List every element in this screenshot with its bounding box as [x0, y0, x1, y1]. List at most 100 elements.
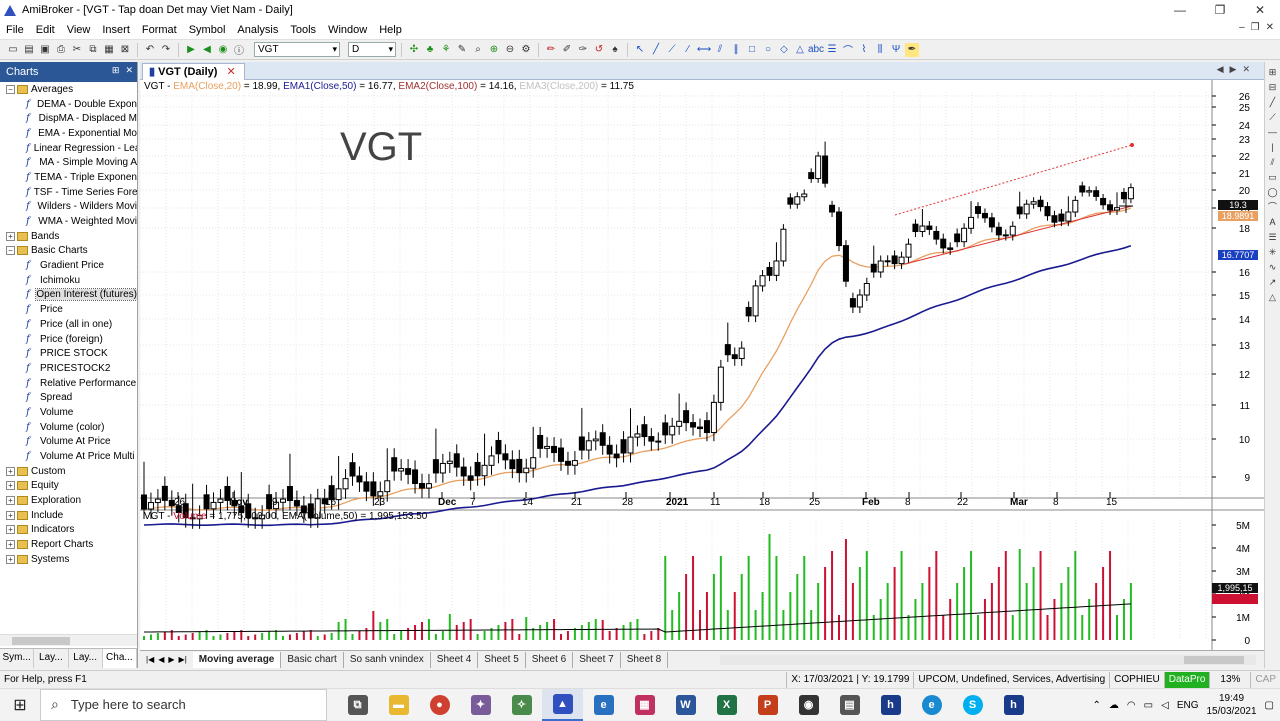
notification-icon[interactable]: ▢ — [1264, 699, 1274, 711]
tab-symbols[interactable]: Sym... — [0, 649, 35, 668]
panel-close-icon[interactable]: ✕ — [125, 65, 133, 75]
tree-folder[interactable]: + Exploration — [0, 493, 137, 508]
tree-formula[interactable]: f Volume At Price Multi — [0, 449, 137, 464]
minimize-button[interactable]: — — [1174, 3, 1186, 17]
tree-formula[interactable]: f Linear Regression - Lea — [0, 141, 137, 156]
collapse-icon[interactable]: − — [6, 246, 15, 256]
tab-layers[interactable]: Lay... — [34, 649, 69, 668]
expand-icon[interactable]: + — [6, 525, 15, 535]
circle-icon[interactable]: ○ — [764, 44, 772, 55]
tree-folder[interactable]: − Averages — [0, 82, 137, 97]
parallel-icon[interactable]: ∥ — [733, 44, 739, 55]
sheet-tab-8[interactable]: Sheet 8 — [621, 651, 669, 668]
pin-icon[interactable]: ⊞ — [111, 65, 120, 75]
menu-help[interactable]: Help — [379, 23, 402, 36]
rect-draw-icon[interactable]: ▭ — [1268, 172, 1277, 182]
expand-icon[interactable]: + — [6, 540, 15, 550]
last-sheet-icon[interactable]: ▶| — [178, 655, 187, 664]
zoom-out-icon[interactable]: ⊖ — [505, 44, 515, 55]
tree-folder[interactable]: + Indicators — [0, 523, 137, 538]
chart-tab-close-icon[interactable]: ✕ — [226, 66, 236, 78]
tree-formula[interactable]: f DEMA - Double Expon — [0, 97, 137, 112]
open-folder-icon[interactable]: ▤ — [24, 44, 34, 55]
text-tool-icon[interactable]: abc — [807, 44, 825, 55]
close-button[interactable]: ✕ — [1254, 3, 1266, 17]
hline-draw-icon[interactable]: — — [1268, 127, 1277, 137]
minus-icon[interactable]: ⊟ — [1268, 82, 1277, 92]
channel-draw-icon[interactable]: ⫽ — [1270, 157, 1275, 167]
timezone-icon[interactable]: ⫼ — [877, 44, 883, 55]
sheet-tab-2[interactable]: Basic chart — [281, 651, 344, 668]
sheet-tab-7[interactable]: Sheet 7 — [573, 651, 621, 668]
next-sheet-icon[interactable]: ▶ — [168, 655, 175, 664]
ellipse-draw-icon[interactable]: ◯ — [1267, 187, 1278, 197]
window-close-icon[interactable]: ✕ — [1242, 64, 1250, 74]
expand-icon[interactable]: + — [6, 231, 15, 241]
new-file-icon[interactable]: ▭ — [8, 44, 18, 55]
cycle-draw-icon[interactable]: ∿ — [1268, 262, 1277, 272]
next-arrow-icon[interactable]: ▶ — [1229, 64, 1237, 74]
scrollbar-thumb[interactable] — [12, 637, 70, 645]
expand-icon[interactable]: + — [6, 466, 15, 476]
calculator-icon[interactable]: ▤ — [829, 689, 870, 721]
forward-icon[interactable]: ◉ — [218, 44, 228, 55]
tray-app-icon[interactable]: ☁ — [1108, 699, 1119, 711]
color-picker-icon[interactable]: ✏ — [546, 44, 556, 55]
media-icon[interactable]: ◉ — [788, 689, 829, 721]
tree-formula[interactable]: f Spread — [0, 390, 137, 405]
text-draw-icon[interactable]: A — [1269, 217, 1276, 227]
brush-icon[interactable]: ♠ — [612, 44, 618, 55]
tree-formula[interactable]: f Price (foreign) — [0, 332, 137, 347]
app-snip-icon[interactable]: ✦ — [460, 689, 501, 721]
magnify-icon[interactable]: ⌕ — [475, 44, 481, 55]
menu-window[interactable]: Window — [328, 23, 368, 36]
tab-layouts[interactable]: Lay... — [69, 649, 103, 668]
undo-icon[interactable]: ↶ — [145, 44, 155, 55]
tree-folder[interactable]: + Include — [0, 508, 137, 523]
hline-icon[interactable]: ⟷ — [696, 44, 712, 55]
taskbar-search[interactable]: ⌕ Type here to search — [40, 688, 327, 721]
play-icon[interactable]: ▶ — [187, 44, 195, 55]
arc-icon[interactable]: ⌒ — [843, 46, 853, 57]
tree-folder[interactable]: + Bands — [0, 229, 137, 244]
tray-language[interactable]: ENG — [1176, 699, 1199, 711]
tree-folder[interactable]: − Basic Charts — [0, 244, 137, 259]
chart-tab[interactable]: ▮ VGT (Daily) ✕ — [142, 63, 245, 80]
triangle-draw-icon[interactable]: △ — [1269, 292, 1276, 302]
tree-formula[interactable]: f Gradient Price — [0, 258, 137, 273]
tree-folder[interactable]: + Equity — [0, 479, 137, 494]
hsc-app2-icon[interactable]: h — [993, 689, 1034, 721]
chrome-icon[interactable]: ● — [419, 689, 460, 721]
tree-folder[interactable]: + Custom — [0, 464, 137, 479]
menu-tools[interactable]: Tools — [290, 23, 317, 36]
sheet-tab-6[interactable]: Sheet 6 — [526, 651, 574, 668]
tree-formula[interactable]: f Ichimoku — [0, 273, 137, 288]
triangle-icon[interactable]: △ — [796, 44, 804, 55]
mdi-restore-button[interactable]: ❐ — [1250, 22, 1260, 33]
line-icon[interactable]: ╱ — [652, 44, 660, 55]
interval-combo[interactable]: D — [348, 42, 396, 57]
redo-drawing-icon[interactable]: ↺ — [594, 44, 604, 55]
edge-legacy-icon[interactable]: e — [583, 689, 624, 721]
first-sheet-icon[interactable]: |◀ — [146, 655, 155, 664]
edge-icon[interactable]: e — [911, 689, 952, 721]
collapse-icon[interactable]: − — [6, 84, 15, 94]
skype-icon[interactable]: S — [952, 689, 993, 721]
expand-icon[interactable]: + — [6, 481, 15, 491]
zoom-in-icon[interactable]: ⊕ — [489, 44, 499, 55]
trendline-icon[interactable]: ⁄ — [687, 44, 689, 55]
print-icon[interactable]: ⎙ — [57, 44, 65, 55]
sheet-tab-3[interactable]: So sanh vnindex — [344, 651, 431, 668]
tree-formula[interactable]: f Volume (color) — [0, 420, 137, 435]
tree-formula[interactable]: f WMA - Weighted Movi — [0, 214, 137, 229]
tree-formula[interactable]: f PRICE STOCK — [0, 346, 137, 361]
save-icon[interactable]: ▣ — [40, 44, 50, 55]
tree-formula[interactable]: f Volume At Price — [0, 435, 137, 450]
sheet-tab-1[interactable]: Moving average — [192, 651, 282, 668]
ray-icon[interactable]: ⟋ — [668, 44, 676, 55]
chart-scrollbar[interactable] — [720, 655, 1256, 665]
redo-icon[interactable]: ↷ — [161, 44, 171, 55]
tree-formula[interactable]: f Volume — [0, 405, 137, 420]
menu-edit[interactable]: Edit — [35, 23, 55, 36]
tree-formula[interactable]: f Price — [0, 302, 137, 317]
